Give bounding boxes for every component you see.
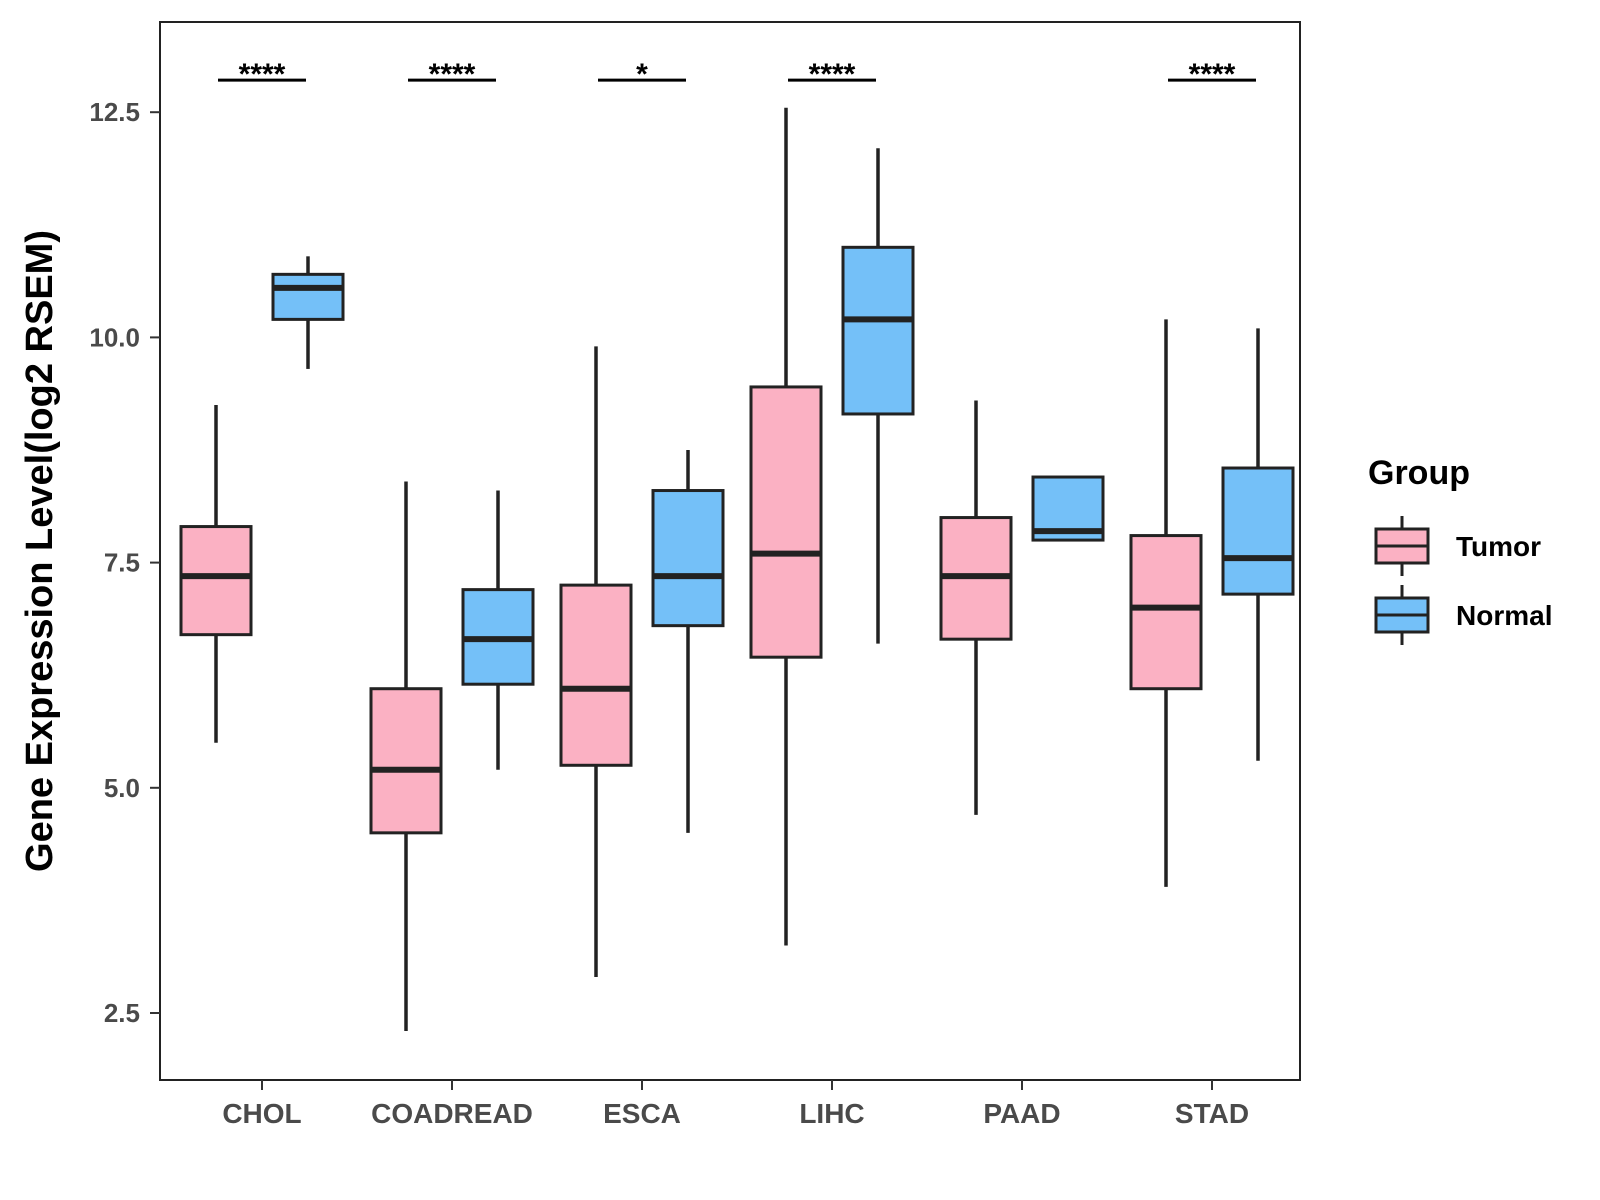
x-tick-label: STAD bbox=[1175, 1098, 1249, 1129]
x-tick-label: COADREAD bbox=[371, 1098, 533, 1129]
x-tick-label: ESCA bbox=[603, 1098, 681, 1129]
box-iqr bbox=[651, 489, 725, 628]
y-tick-label: 10.0 bbox=[89, 322, 140, 352]
y-axis-label: Gene Expression Level(log2 RSEM) bbox=[19, 230, 61, 872]
x-tick-label: PAAD bbox=[983, 1098, 1060, 1129]
significance-label: * bbox=[636, 58, 648, 91]
box-tumor-stad bbox=[1129, 319, 1203, 887]
box-iqr bbox=[841, 245, 915, 416]
box-normal-esca bbox=[651, 450, 725, 833]
box-normal-paad bbox=[1031, 475, 1105, 542]
box-iqr bbox=[1221, 466, 1295, 596]
legend-label: Tumor bbox=[1456, 531, 1541, 562]
y-tick-label: 2.5 bbox=[104, 998, 140, 1028]
box-iqr bbox=[369, 687, 443, 835]
box-iqr bbox=[749, 385, 823, 659]
significance-label: **** bbox=[239, 58, 286, 91]
box-iqr bbox=[1129, 534, 1203, 691]
y-axis: 2.5 5.0 7.5 10.0 12.5 bbox=[89, 97, 160, 1028]
legend-item-normal: Normal bbox=[1374, 585, 1552, 645]
significance-label: **** bbox=[809, 58, 856, 91]
box-iqr bbox=[559, 583, 633, 767]
box-iqr bbox=[271, 272, 345, 321]
box-normal-lihc bbox=[841, 148, 915, 644]
x-tick-label: LIHC bbox=[799, 1098, 864, 1129]
box-normal-coadread bbox=[461, 490, 535, 770]
box-tumor-esca bbox=[559, 346, 633, 977]
panel-border bbox=[159, 21, 1301, 1081]
legend-item-tumor: Tumor bbox=[1374, 516, 1541, 576]
box-tumor-lihc bbox=[749, 107, 823, 946]
box-normal-stad bbox=[1221, 328, 1295, 761]
significance-annotations: **** **** * **** **** bbox=[218, 58, 1256, 91]
box-tumor-coadread bbox=[369, 481, 443, 1032]
box-iqr bbox=[179, 525, 253, 637]
significance-label: **** bbox=[429, 58, 476, 91]
y-tick-label: 12.5 bbox=[89, 97, 140, 127]
x-axis: CHOL COADREAD ESCA LIHC PAAD STAD bbox=[222, 1080, 1249, 1129]
box-group bbox=[179, 107, 1295, 1032]
y-tick-label: 7.5 bbox=[104, 548, 140, 578]
box-tumor-chol bbox=[179, 404, 253, 743]
x-tick-label: CHOL bbox=[222, 1098, 301, 1129]
box-tumor-paad bbox=[939, 400, 1013, 815]
legend-title: Group bbox=[1368, 454, 1470, 492]
y-tick-label: 5.0 bbox=[104, 773, 140, 803]
legend: Group Tumor Normal bbox=[1368, 454, 1552, 645]
legend-label: Normal bbox=[1456, 600, 1552, 631]
significance-label: **** bbox=[1189, 58, 1236, 91]
box-normal-chol bbox=[271, 256, 345, 369]
